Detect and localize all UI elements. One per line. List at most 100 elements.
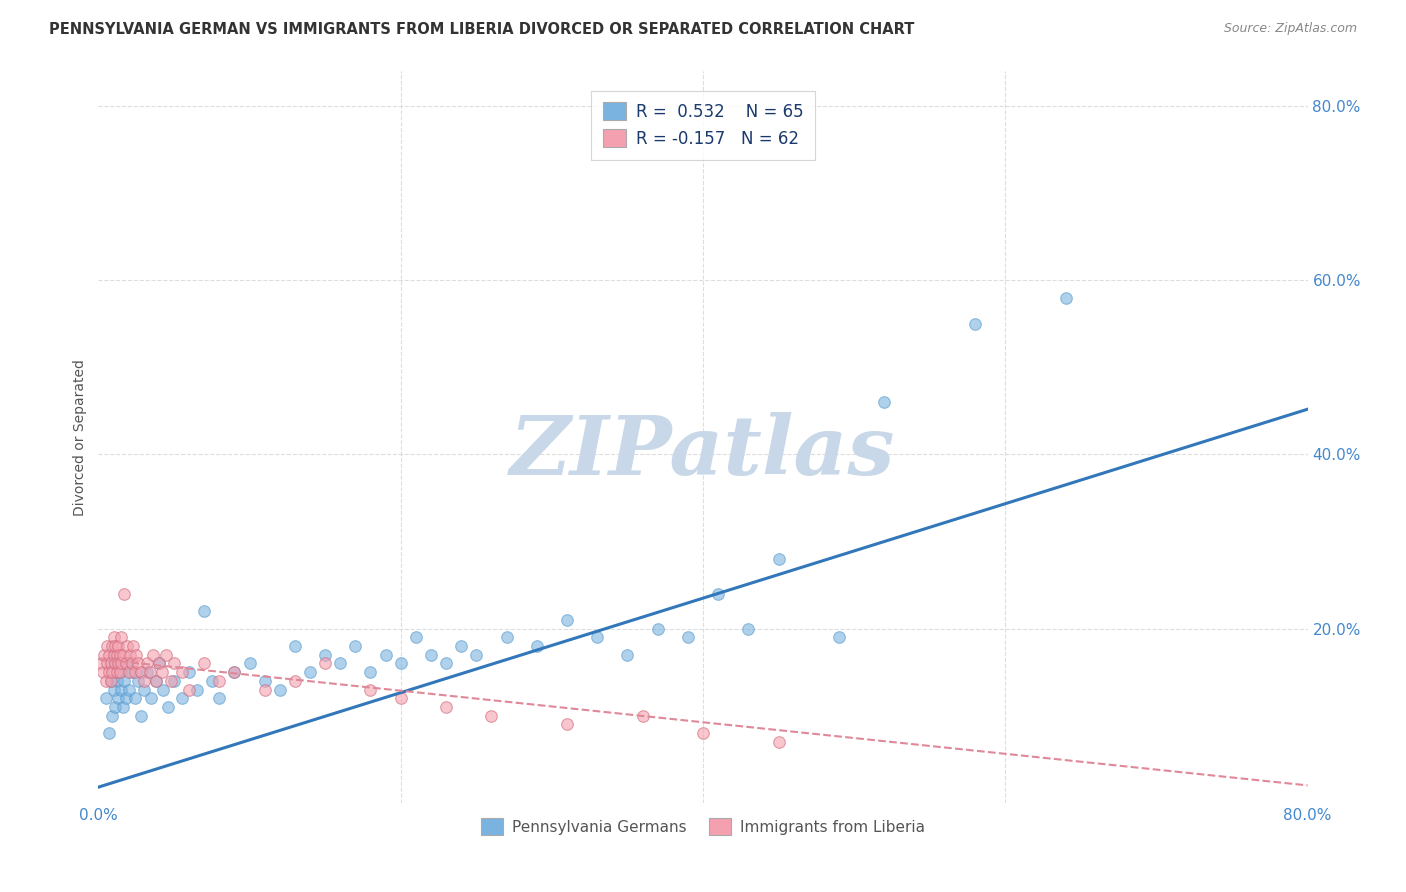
Point bbox=[284, 639, 307, 653]
Point bbox=[1054, 291, 1077, 305]
Point bbox=[103, 631, 125, 645]
Point bbox=[224, 665, 246, 680]
Point bbox=[526, 639, 548, 653]
Point bbox=[314, 648, 336, 662]
Point bbox=[94, 691, 117, 706]
Point bbox=[100, 657, 122, 671]
Point bbox=[586, 631, 609, 645]
Point bbox=[112, 673, 135, 688]
Y-axis label: Divorced or Separated: Divorced or Separated bbox=[73, 359, 87, 516]
Point bbox=[104, 657, 127, 671]
Point bbox=[420, 648, 443, 662]
Point bbox=[314, 657, 336, 671]
Point bbox=[193, 604, 215, 618]
Point bbox=[253, 673, 276, 688]
Point bbox=[103, 657, 125, 671]
Point bbox=[129, 708, 152, 723]
Point bbox=[96, 639, 118, 653]
Point bbox=[141, 691, 163, 706]
Point bbox=[156, 700, 179, 714]
Point bbox=[105, 673, 128, 688]
Point bbox=[124, 665, 146, 680]
Point bbox=[405, 631, 427, 645]
Point bbox=[98, 648, 121, 662]
Point bbox=[108, 665, 131, 680]
Point bbox=[768, 552, 790, 566]
Point bbox=[145, 673, 167, 688]
Point bbox=[737, 622, 759, 636]
Point bbox=[142, 648, 165, 662]
Point bbox=[115, 639, 138, 653]
Point bbox=[105, 648, 128, 662]
Point bbox=[121, 657, 143, 671]
Point bbox=[127, 673, 149, 688]
Point bbox=[101, 639, 124, 653]
Point bbox=[101, 708, 124, 723]
Point bbox=[179, 665, 201, 680]
Point bbox=[104, 700, 127, 714]
Point bbox=[121, 665, 143, 680]
Point bbox=[107, 639, 129, 653]
Point bbox=[98, 665, 121, 680]
Point bbox=[269, 682, 291, 697]
Point bbox=[434, 700, 457, 714]
Point bbox=[110, 657, 132, 671]
Legend: Pennsylvania Germans, Immigrants from Liberia: Pennsylvania Germans, Immigrants from Li… bbox=[474, 811, 932, 843]
Point bbox=[692, 726, 714, 740]
Point bbox=[170, 691, 193, 706]
Point bbox=[90, 657, 112, 671]
Point bbox=[481, 708, 503, 723]
Point bbox=[111, 700, 134, 714]
Point bbox=[108, 665, 131, 680]
Point bbox=[299, 665, 322, 680]
Point bbox=[103, 682, 125, 697]
Point bbox=[114, 657, 136, 671]
Point bbox=[148, 657, 170, 671]
Point bbox=[555, 717, 578, 731]
Point bbox=[616, 648, 638, 662]
Point bbox=[135, 665, 157, 680]
Point bbox=[201, 673, 224, 688]
Point bbox=[132, 673, 155, 688]
Point bbox=[111, 648, 134, 662]
Point bbox=[100, 673, 122, 688]
Point bbox=[122, 639, 145, 653]
Point bbox=[389, 657, 412, 671]
Point bbox=[828, 631, 851, 645]
Point bbox=[374, 648, 396, 662]
Point bbox=[100, 673, 122, 688]
Point bbox=[155, 648, 177, 662]
Point bbox=[163, 657, 186, 671]
Point bbox=[360, 682, 382, 697]
Point bbox=[555, 613, 578, 627]
Point bbox=[91, 665, 114, 680]
Point bbox=[647, 622, 669, 636]
Point bbox=[150, 665, 173, 680]
Point bbox=[104, 639, 127, 653]
Point bbox=[450, 639, 472, 653]
Point bbox=[110, 631, 132, 645]
Point bbox=[112, 587, 135, 601]
Point bbox=[253, 682, 276, 697]
Text: Source: ZipAtlas.com: Source: ZipAtlas.com bbox=[1223, 22, 1357, 36]
Point bbox=[344, 639, 367, 653]
Point bbox=[152, 682, 174, 697]
Point bbox=[160, 673, 183, 688]
Text: PENNSYLVANIA GERMAN VS IMMIGRANTS FROM LIBERIA DIVORCED OR SEPARATED CORRELATION: PENNSYLVANIA GERMAN VS IMMIGRANTS FROM L… bbox=[49, 22, 914, 37]
Point bbox=[127, 657, 149, 671]
Point bbox=[239, 657, 262, 671]
Point bbox=[224, 665, 246, 680]
Point bbox=[105, 665, 128, 680]
Point bbox=[284, 673, 307, 688]
Point bbox=[107, 691, 129, 706]
Point bbox=[389, 691, 412, 706]
Point bbox=[110, 682, 132, 697]
Point bbox=[434, 657, 457, 671]
Point bbox=[125, 648, 148, 662]
Point bbox=[676, 631, 699, 645]
Point bbox=[118, 665, 141, 680]
Point bbox=[631, 708, 654, 723]
Point bbox=[120, 648, 142, 662]
Point bbox=[94, 673, 117, 688]
Text: ZIPatlas: ZIPatlas bbox=[510, 412, 896, 491]
